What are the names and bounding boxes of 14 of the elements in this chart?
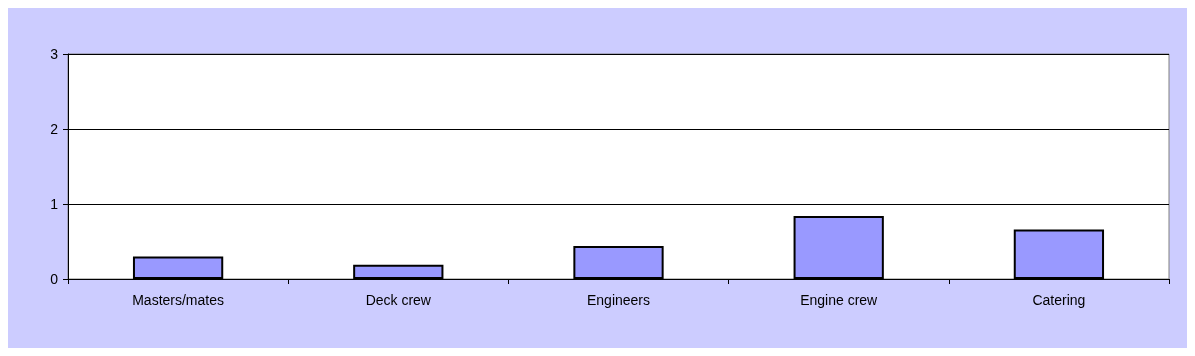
y-tick-label: 0 (50, 271, 59, 287)
y-tick-label: 3 (50, 46, 59, 62)
x-tick-label: Engineers (586, 292, 651, 308)
bar (353, 264, 444, 279)
x-tick-label: Masters/mates (132, 292, 225, 308)
x-tick-label: Catering (1032, 292, 1086, 308)
bar (793, 216, 884, 279)
bar (573, 246, 664, 279)
bar (132, 256, 224, 279)
y-tick-label: 2 (50, 121, 59, 137)
x-tick-label: Deck crew (365, 292, 432, 308)
bar (1013, 229, 1105, 279)
y-tick-label: 1 (50, 196, 59, 212)
x-tick-label: Engine crew (800, 292, 879, 308)
